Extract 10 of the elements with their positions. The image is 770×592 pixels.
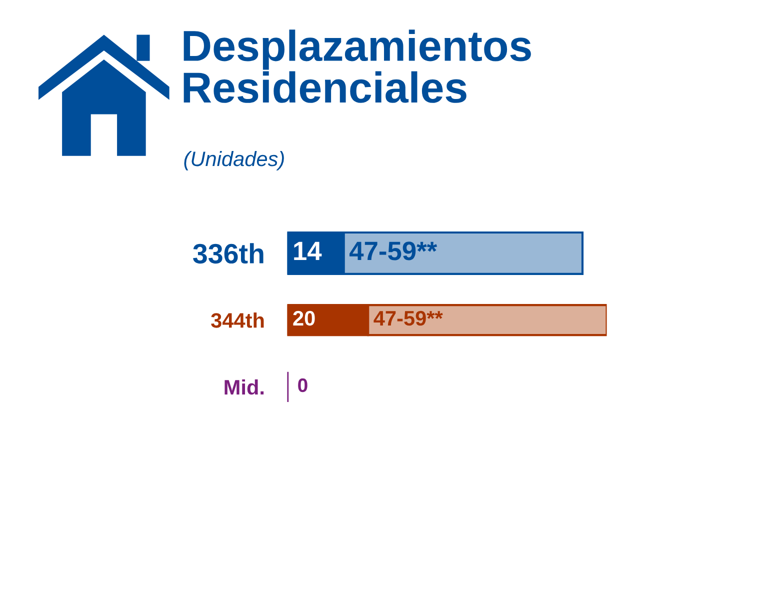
y-tick-label: 336th bbox=[193, 243, 264, 264]
y-tick-label: Mid. bbox=[224, 379, 264, 395]
data-label: 20 bbox=[293, 310, 315, 326]
chart-subtitle: (Unidades) bbox=[184, 150, 284, 170]
data-label: 47-59** bbox=[349, 242, 438, 260]
data-label: 14 bbox=[294, 242, 322, 260]
chart-title: Desplazamientos Residenciales bbox=[184, 30, 531, 103]
data-label: 0 bbox=[298, 378, 308, 392]
data-label: 47-59** bbox=[374, 310, 443, 326]
y-tick-label: 344th bbox=[211, 312, 264, 328]
